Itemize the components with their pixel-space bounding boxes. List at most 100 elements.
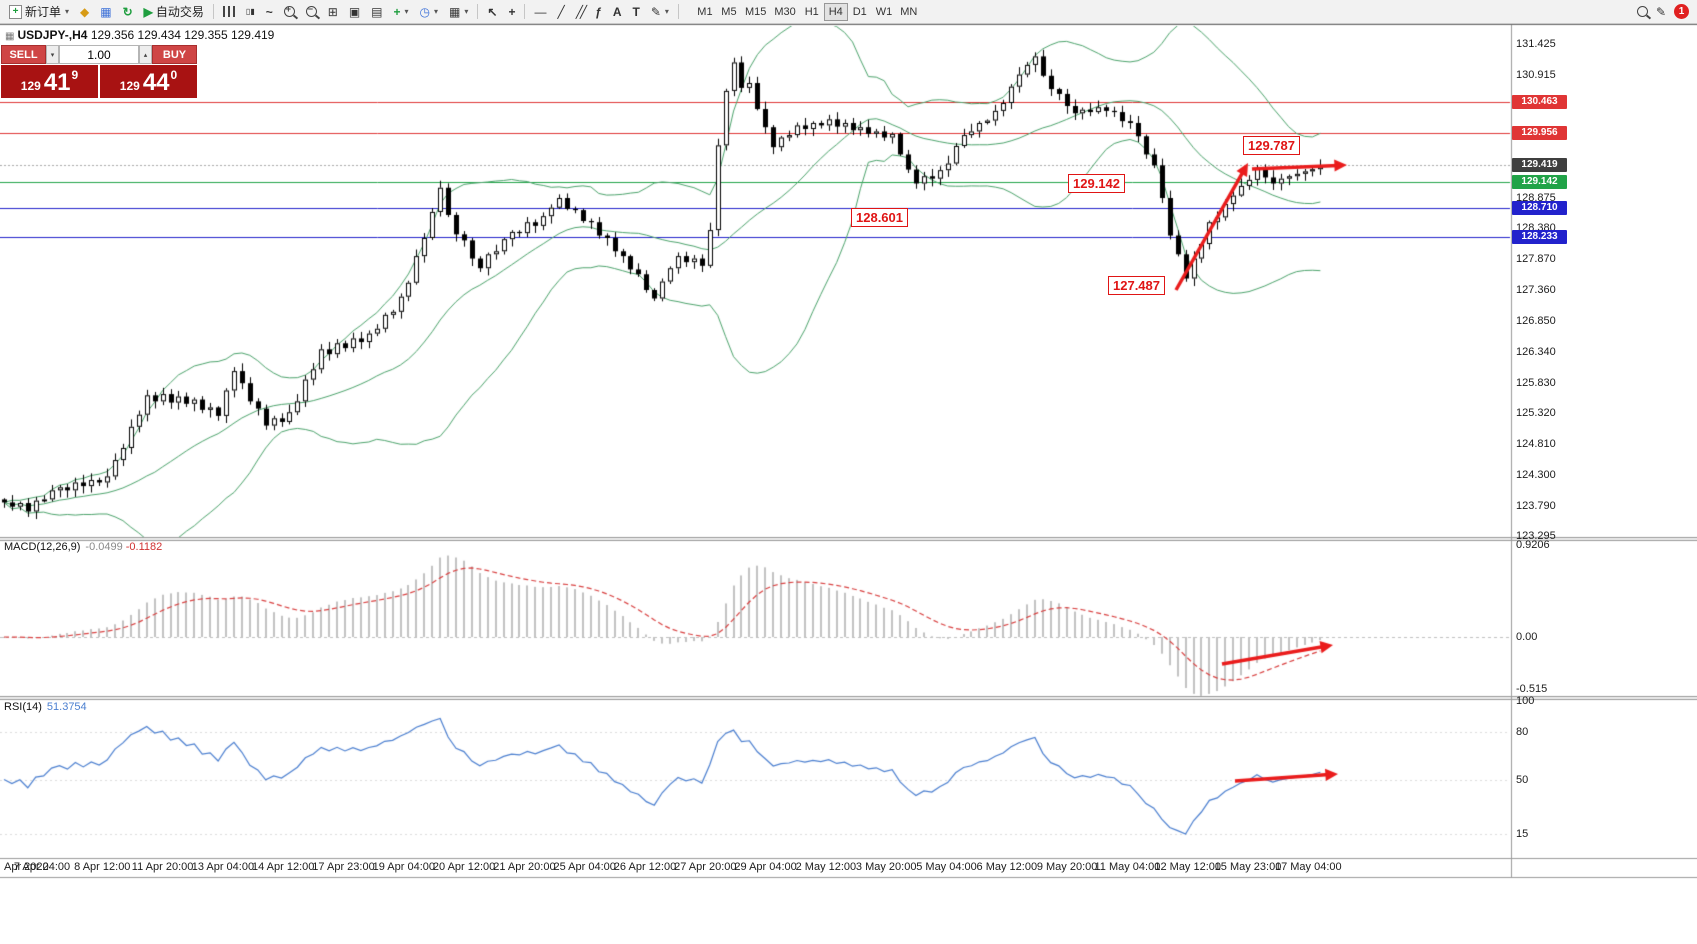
candlestick-chart-icon: ▯▮	[245, 7, 255, 16]
sell-price-main: 41	[43, 69, 71, 96]
timeframe-W1[interactable]: W1	[872, 3, 897, 21]
text-tool-button[interactable]: A	[608, 1, 627, 23]
oct-price-row: 129 41 9 129 44 0	[1, 65, 197, 98]
price-annotation[interactable]: 129.142	[1068, 174, 1125, 193]
bar-chart-button[interactable]	[218, 1, 240, 23]
chevron-down-icon: ▾	[434, 7, 439, 16]
refresh-button[interactable]: ↻	[118, 1, 138, 23]
clock-icon: ◷	[419, 4, 431, 19]
channel-button[interactable]: ╱╱	[571, 1, 589, 23]
timeframe-H4[interactable]: H4	[823, 2, 848, 21]
rsi-label: RSI(14)	[4, 701, 42, 713]
templates-button[interactable]: ▦ ▾	[444, 1, 473, 23]
shapes-button[interactable]: ✎ ▾	[646, 1, 674, 23]
chevron-down-icon: ▾	[464, 7, 469, 16]
timeframe-M15[interactable]: M15	[741, 3, 770, 21]
tile-windows-icon: ⊞	[327, 4, 338, 19]
trendline-button[interactable]: ╱	[552, 1, 569, 23]
periods-button[interactable]: ◷ ▾	[415, 1, 444, 23]
oct-top-row: SELL ▾ ▴ BUY	[1, 45, 197, 64]
toolbar-separator	[677, 4, 679, 19]
zoom-out-button[interactable]: −	[301, 1, 322, 23]
main-toolbar: + 新订单 ▾ ◆ ▦ ↻ ▶ 自动交易 ▯▮ ~ + − ⊞ ▣ ▤ + ▾ …	[0, 0, 1697, 24]
toolbar-separator	[477, 4, 479, 19]
volume-decrease-button[interactable]: ▾	[46, 45, 59, 64]
chevron-down-icon: ▾	[664, 7, 669, 16]
cursor-button[interactable]: ↖	[482, 1, 502, 23]
edit-icon[interactable]: ✎	[1655, 4, 1666, 19]
new-order-label: 新订单	[25, 5, 62, 19]
charts-window-button[interactable]: ▦	[95, 1, 116, 23]
fibonacci-icon: ƒ	[595, 4, 602, 19]
chart-header: ▦ USDJPY-,H4 129.356 129.434 129.355 129.…	[5, 28, 274, 42]
refresh-icon: ↻	[122, 4, 133, 19]
profile-button[interactable]: ◆	[75, 1, 94, 23]
autotrading-button[interactable]: ▶ 自动交易	[139, 1, 209, 23]
timeframe-group: M1 M5 M15 M30 H1 H4 D1 W1 MN	[693, 2, 921, 21]
autotrading-play-icon: ▶	[143, 4, 153, 19]
buy-price-button[interactable]: 129 44 0	[100, 65, 197, 98]
pencil-icon: ✎	[650, 4, 661, 19]
chart-shift-icon: ▤	[371, 4, 383, 19]
rsi-value: 51.3754	[46, 701, 87, 713]
timeframe-M30[interactable]: M30	[770, 3, 799, 21]
add-indicator-icon: +	[393, 4, 401, 19]
timeframe-M5[interactable]: M5	[717, 3, 741, 21]
crosshair-icon: +	[508, 4, 516, 19]
new-order-button[interactable]: + 新订单 ▾	[4, 1, 74, 23]
indicators-button[interactable]: + ▾	[389, 1, 414, 23]
zoom-in-button[interactable]: +	[279, 1, 300, 23]
toolbar-separator	[212, 4, 214, 19]
trendline-icon: ╱	[557, 4, 565, 19]
sell-price-button[interactable]: 129 41 9	[1, 65, 98, 98]
timeframe-M1[interactable]: M1	[693, 3, 717, 21]
zoom-out-icon: −	[305, 4, 317, 17]
search-icon[interactable]	[1636, 6, 1648, 17]
timeframe-D1[interactable]: D1	[848, 3, 872, 21]
notification-badge[interactable]: 1	[1674, 4, 1689, 19]
volume-increase-button[interactable]: ▴	[139, 45, 152, 64]
sell-price-sup: 9	[71, 68, 79, 82]
candlestick-chart-button[interactable]: ▯▮	[241, 1, 260, 23]
text-tool-icon: A	[612, 4, 622, 19]
buy-price-sup: 0	[170, 68, 178, 82]
macd-main-value: -0.0499	[85, 541, 123, 553]
toolbar-separator	[524, 4, 526, 19]
ohlc-values: 129.356 129.434 129.355 129.419	[90, 28, 275, 42]
fibonacci-button[interactable]: ƒ	[590, 1, 607, 23]
auto-arrange-button[interactable]: ▣	[344, 1, 365, 23]
macd-label: MACD(12,26,9)	[4, 541, 81, 553]
zoom-in-icon: +	[283, 4, 295, 17]
timeframe-MN[interactable]: MN	[896, 3, 921, 21]
volume-input[interactable]	[59, 45, 139, 64]
cursor-icon: ↖	[487, 4, 498, 19]
rsi-indicator-header: RSI(14) 51.3754	[4, 701, 87, 713]
bar-chart-icon	[222, 6, 235, 17]
macd-signal-value: -0.1182	[125, 541, 163, 553]
profile-icon: ◆	[80, 4, 90, 19]
tile-windows-button[interactable]: ⊞	[323, 1, 343, 23]
line-chart-icon: ~	[265, 4, 273, 19]
buy-button[interactable]: BUY	[152, 45, 197, 64]
chart-shift-button[interactable]: ▤	[366, 1, 387, 23]
crosshair-button[interactable]: +	[503, 1, 520, 23]
label-tool-icon: T	[632, 4, 640, 19]
horizontal-line-button[interactable]: —	[529, 1, 551, 23]
template-icon: ▦	[449, 4, 461, 19]
timeframe-H1[interactable]: H1	[800, 3, 824, 21]
price-annotation[interactable]: 128.601	[851, 208, 908, 227]
new-order-icon: +	[9, 4, 22, 19]
line-chart-button[interactable]: ~	[261, 1, 278, 23]
sell-button[interactable]: SELL	[1, 45, 46, 64]
horizontal-line-icon: —	[534, 4, 547, 19]
sell-price-big: 129	[20, 79, 41, 93]
label-tool-button[interactable]: T	[628, 1, 645, 23]
buy-price-big: 129	[119, 79, 140, 93]
toolbar-right-group: ✎ 1	[1636, 4, 1693, 19]
price-annotation[interactable]: 129.787	[1243, 136, 1300, 155]
auto-arrange-icon: ▣	[348, 4, 361, 19]
price-annotation[interactable]: 127.487	[1108, 276, 1165, 295]
buy-price-main: 44	[142, 69, 170, 96]
